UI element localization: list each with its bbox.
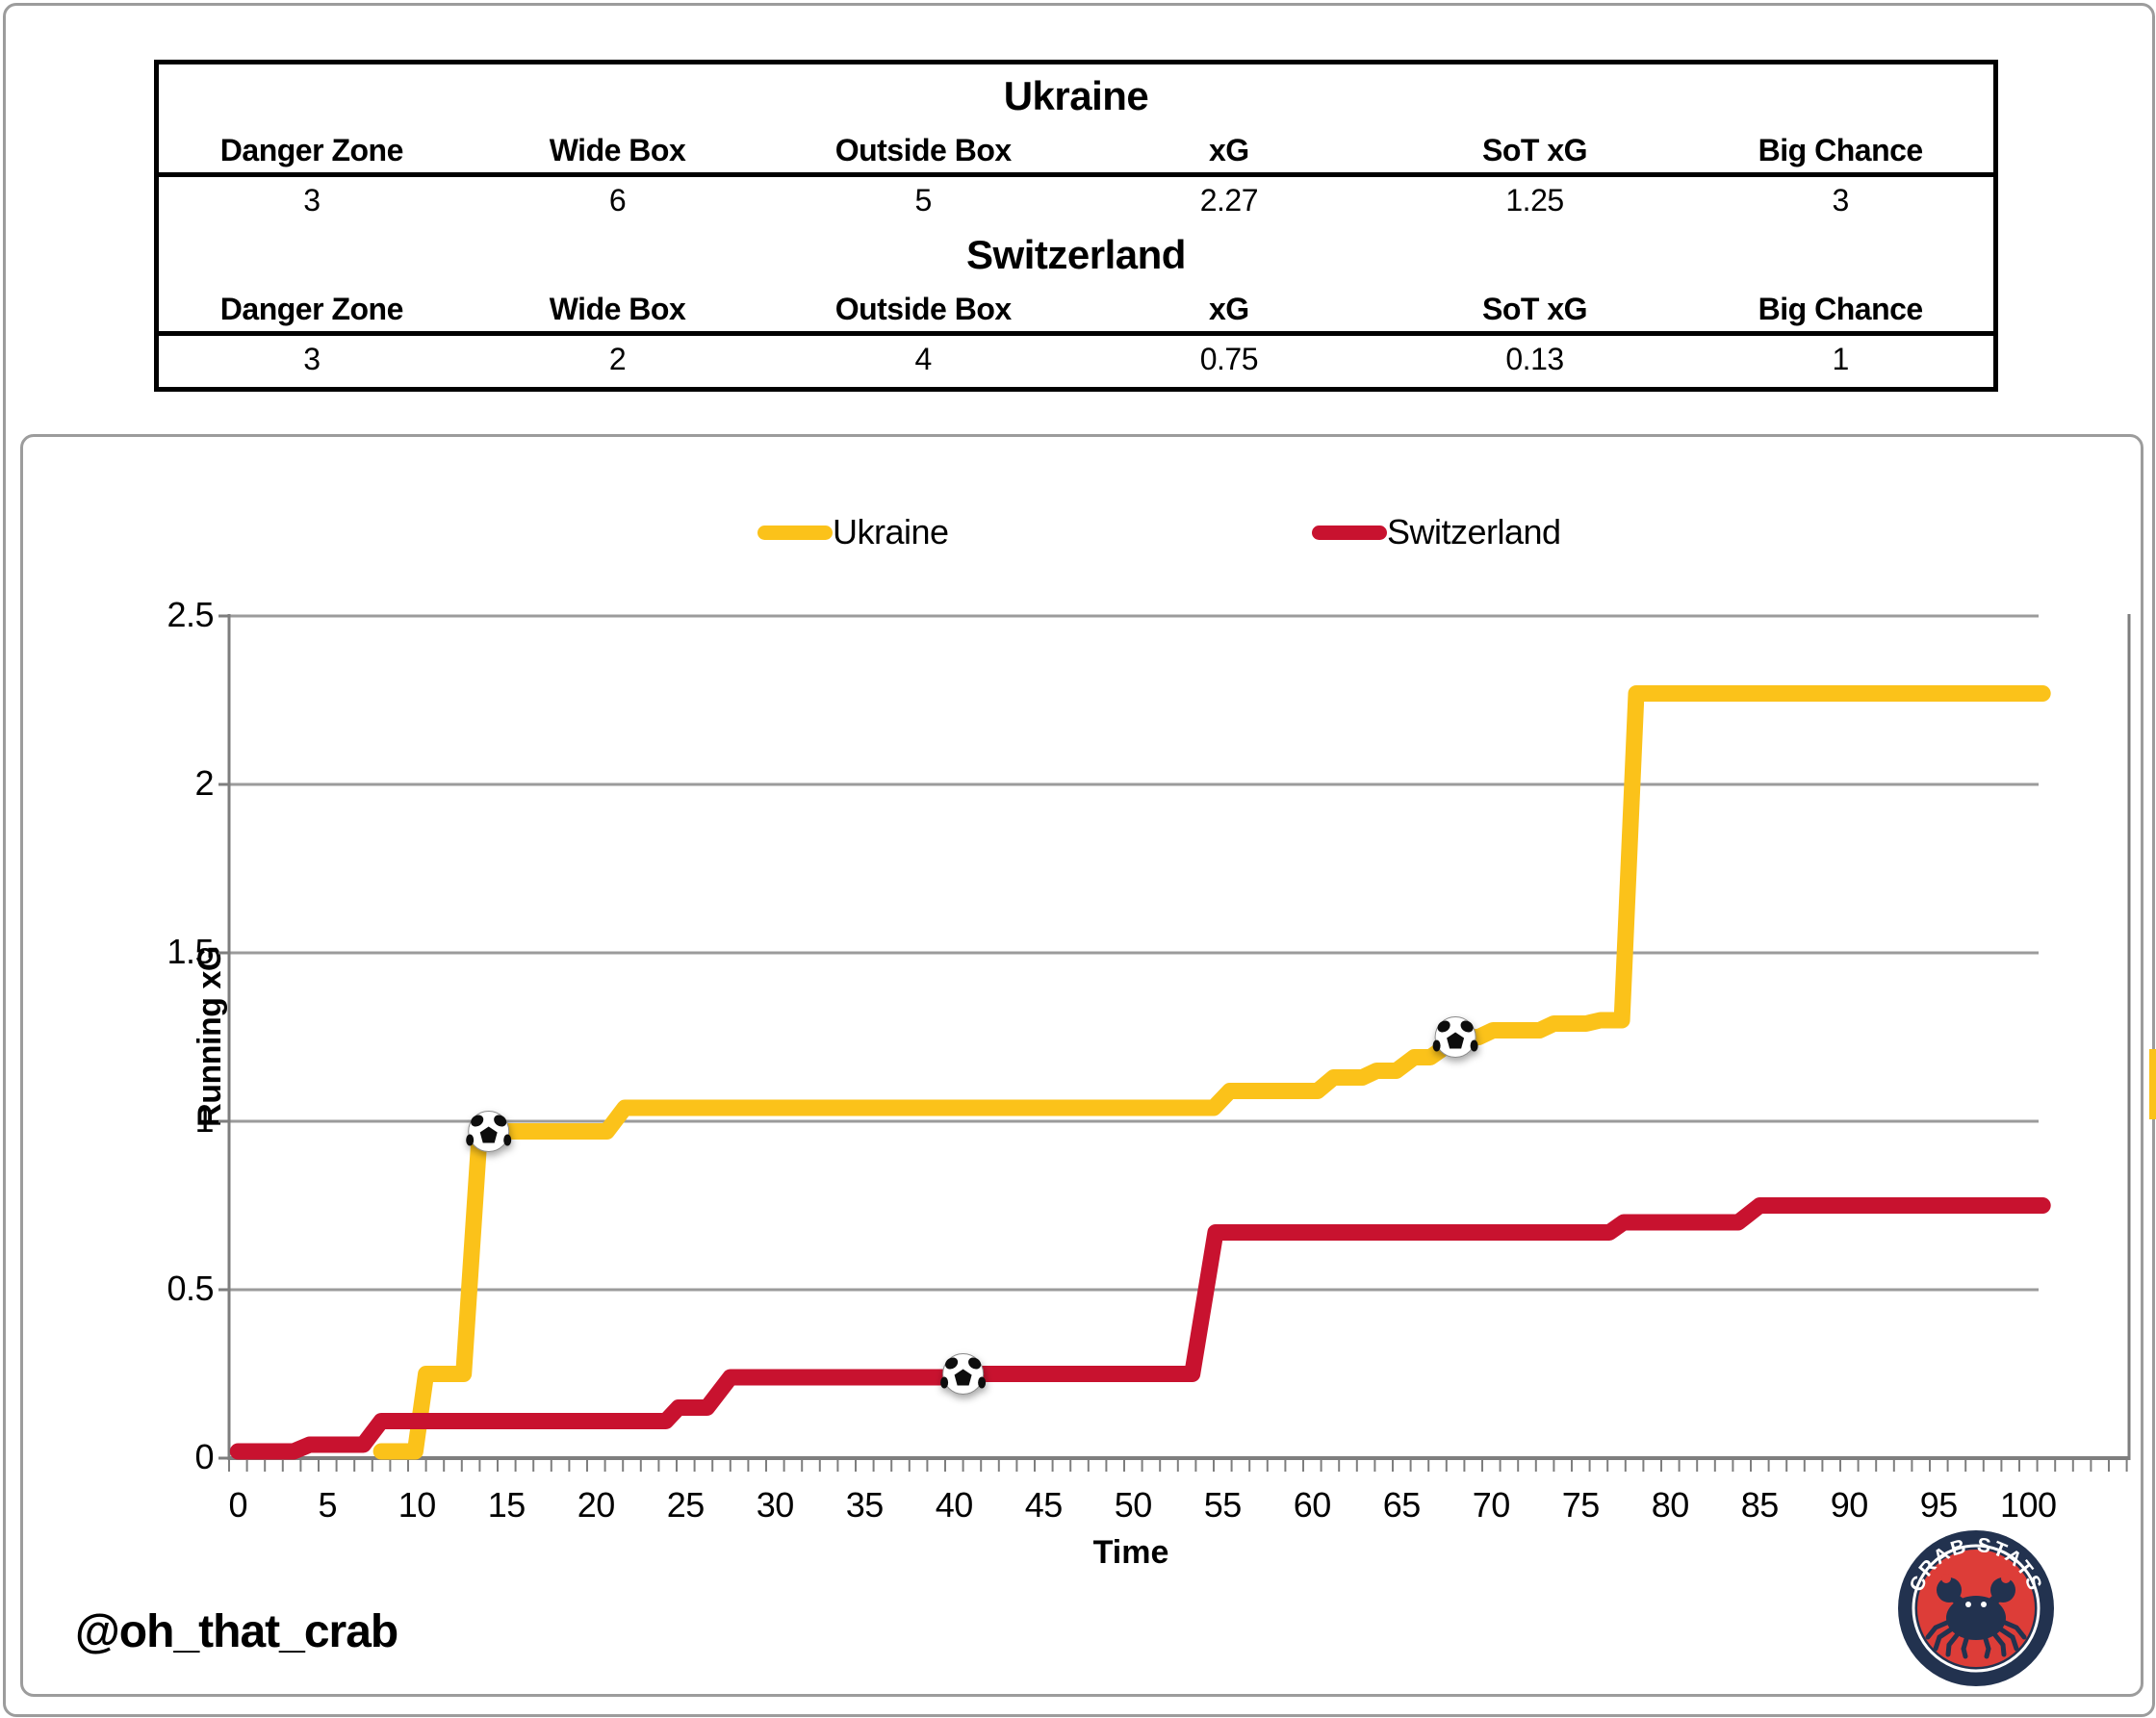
column-header: Wide Box <box>549 132 686 167</box>
stat-value: 2 <box>608 342 627 376</box>
switzerland-line-swatch <box>1312 525 1387 540</box>
x-tick-label: 100 <box>2000 1485 2057 1525</box>
stat-value: 0.75 <box>1199 342 1259 376</box>
x-tick-label: 90 <box>1830 1485 1869 1525</box>
y-tick-label: 1 <box>194 1100 214 1140</box>
x-tick-label: 85 <box>1740 1485 1780 1525</box>
ukraine-line-swatch <box>757 525 833 540</box>
y-tick-label: 2.5 <box>167 595 214 634</box>
stat-value: 6 <box>608 183 627 218</box>
x-tick-label: 0 <box>228 1485 248 1525</box>
stat-value: 1.25 <box>1505 183 1564 218</box>
stat-value: 0.13 <box>1505 342 1564 376</box>
y-tick-label: 1.5 <box>167 932 214 971</box>
y-axis-title: Running xG <box>191 946 228 1127</box>
stat-value: 5 <box>914 183 933 218</box>
x-tick-label: 15 <box>487 1485 526 1525</box>
column-header: Wide Box <box>549 291 686 326</box>
column-header: Outside Box <box>834 132 1012 167</box>
column-header: Outside Box <box>834 291 1012 326</box>
clipped-line-fragment <box>2149 1049 2156 1119</box>
column-header: xG <box>1209 132 1249 167</box>
crab-icon <box>1925 1574 2027 1659</box>
column-header: SoT xG <box>1482 132 1588 167</box>
column-header: Danger Zone <box>219 132 404 167</box>
x-tick-label: 30 <box>756 1485 795 1525</box>
x-tick-label: 75 <box>1561 1485 1601 1525</box>
table-title-switzerland: Switzerland <box>966 232 1186 277</box>
crab-stats-logo: CRAB STATS <box>1898 1530 2054 1686</box>
x-tick-label: 35 <box>845 1485 885 1525</box>
legend-item-switzerland: Switzerland <box>1312 512 1561 551</box>
x-tick-label: 45 <box>1024 1485 1064 1525</box>
x-tick-label: 65 <box>1382 1485 1422 1525</box>
legend-item-ukraine: Ukraine <box>757 512 949 551</box>
stat-value: 3 <box>1832 183 1850 218</box>
image-border <box>3 3 2155 1717</box>
x-tick-label: 55 <box>1203 1485 1243 1525</box>
column-header: Big Chance <box>1758 132 1924 167</box>
stat-value: 2.27 <box>1199 183 1259 218</box>
logo-white-ring <box>1912 1544 2040 1673</box>
y-tick-label: 0.5 <box>167 1269 214 1308</box>
column-header: Danger Zone <box>219 291 404 326</box>
crab-eye-left <box>1965 1602 1971 1607</box>
crab-eye-right <box>1981 1602 1987 1607</box>
stat-value: 4 <box>914 342 933 376</box>
y-tick-label: 0 <box>194 1437 214 1476</box>
x-tick-label: 5 <box>318 1485 338 1525</box>
table-header-row: Danger Zone Wide Box Outside Box xG SoT xG Bi… <box>159 287 1993 336</box>
stat-value: 1 <box>1832 342 1850 376</box>
table-value-row: 3 2 4 0.75 0.13 1 <box>159 336 1993 382</box>
table-title-ukraine: Ukraine <box>1003 73 1149 118</box>
column-header: SoT xG <box>1482 291 1588 326</box>
team-stats-table: Ukraine Danger Zone Wide Box Outside Box xG S… <box>154 60 1998 392</box>
table-header-row: Danger Zone Wide Box Outside Box xG SoT xG Bi… <box>159 128 1993 177</box>
x-tick-label: 10 <box>398 1485 437 1525</box>
x-tick-label: 95 <box>1919 1485 1959 1525</box>
legend-label-ukraine: Ukraine <box>833 512 949 551</box>
x-axis-title: Time <box>1092 1534 1169 1571</box>
x-tick-label: 25 <box>666 1485 706 1525</box>
x-tick-label: 50 <box>1114 1485 1153 1525</box>
x-tick-label: 40 <box>935 1485 974 1525</box>
stat-value: 3 <box>303 183 321 218</box>
table-value-row: 3 6 5 2.27 1.25 3 <box>159 177 1993 223</box>
column-header: xG <box>1209 291 1249 326</box>
x-tick-label: 20 <box>577 1485 616 1525</box>
author-handle: @oh_that_crab <box>75 1606 398 1657</box>
legend-label-switzerland: Switzerland <box>1387 512 1561 551</box>
column-header: Big Chance <box>1758 291 1924 326</box>
x-tick-label: 60 <box>1293 1485 1332 1525</box>
stat-value: 3 <box>303 342 321 376</box>
x-tick-label: 80 <box>1651 1485 1690 1525</box>
x-tick-label: 70 <box>1472 1485 1511 1525</box>
y-tick-label: 2 <box>194 763 214 803</box>
